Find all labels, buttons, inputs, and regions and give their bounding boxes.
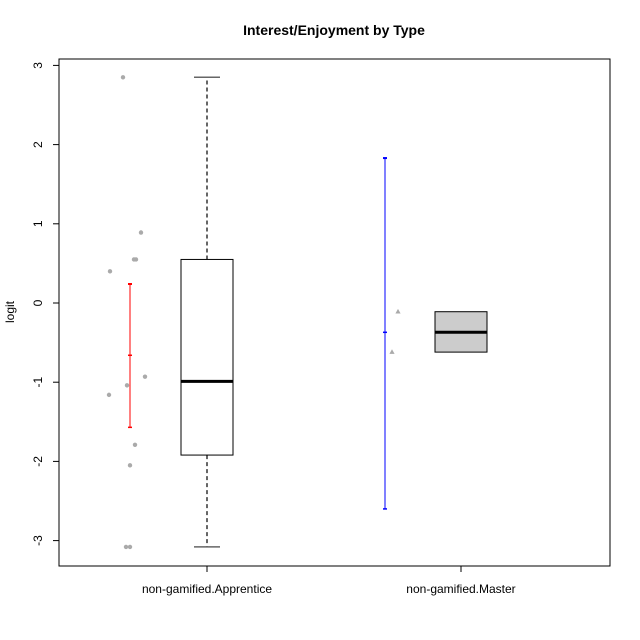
y-tick-label: -1: [31, 377, 45, 388]
x-tick-label: non-gamified.Apprentice: [142, 582, 272, 596]
y-axis: 3 2 1 0 -1 -2 -3: [31, 62, 59, 546]
x-axis: non-gamified.Apprentice non-gamified.Mast…: [142, 566, 516, 596]
y-tick-label: 3: [31, 62, 45, 69]
y-tick-label: 1: [31, 220, 45, 227]
y-axis-label: logit: [3, 300, 17, 323]
box-group: [383, 157, 488, 510]
y-tick-label: -2: [31, 456, 45, 467]
data-point: [127, 544, 133, 550]
data-point: [142, 374, 148, 379]
data-point: [133, 257, 139, 262]
data-point: [107, 269, 113, 274]
chart-title: Interest/Enjoyment by Type: [243, 22, 425, 38]
data-point: [138, 230, 144, 235]
plot-frame: [58, 58, 611, 567]
data-point: [395, 308, 401, 314]
plot-area: [106, 75, 488, 550]
data-point: [389, 349, 395, 354]
x-tick-label: non-gamified.Master: [406, 582, 515, 596]
data-point: [106, 392, 112, 398]
data-point: [132, 442, 138, 447]
data-point: [127, 463, 133, 468]
box: [180, 258, 234, 456]
data-point: [120, 75, 126, 80]
y-tick-label: 0: [31, 299, 45, 306]
data-point: [124, 383, 130, 388]
y-tick-label: 2: [31, 141, 45, 148]
y-tick-label: -3: [31, 535, 45, 546]
data-point: [123, 544, 129, 550]
box-group: [106, 75, 234, 550]
